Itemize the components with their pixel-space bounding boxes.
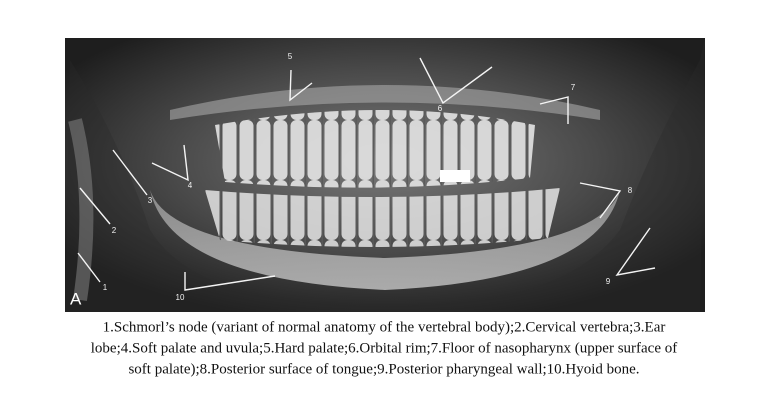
label: 7 (571, 83, 576, 92)
filling (440, 170, 470, 182)
pointer-line (579, 182, 622, 219)
pointer-line (112, 149, 148, 196)
shadow (65, 38, 705, 312)
pointer-line (77, 252, 101, 283)
label: 4 (188, 181, 193, 190)
label: 5 (288, 52, 293, 61)
lower-teeth (205, 188, 560, 248)
caption-line: soft palate);8.Posterior surface of tong… (128, 361, 639, 377)
pointer-line (184, 272, 276, 291)
label: 2 (112, 226, 117, 235)
mandible (150, 190, 620, 290)
label: 3 (148, 196, 153, 205)
palate (170, 85, 600, 120)
pointer-line (151, 144, 189, 182)
pointers (77, 57, 656, 291)
label: 9 (606, 277, 611, 286)
cervical-spine (68, 118, 94, 302)
caption-line: 1.Schmorl’s node (variant of normal anat… (103, 319, 666, 335)
upper-teeth (215, 110, 535, 188)
pointer-line (419, 57, 493, 105)
pointer-line (289, 69, 313, 102)
caption-line: lobe;4.Soft palate and uvula;5.Hard pala… (91, 340, 678, 356)
pointer-line (615, 227, 656, 276)
label: 8 (628, 186, 633, 195)
pointer-line (539, 96, 569, 124)
pointer-line (79, 187, 111, 225)
label: 10 (176, 293, 185, 302)
label: 1 (103, 283, 108, 292)
xray-image (65, 38, 705, 312)
panel-letter: A (70, 289, 82, 308)
label: 6 (438, 104, 443, 113)
